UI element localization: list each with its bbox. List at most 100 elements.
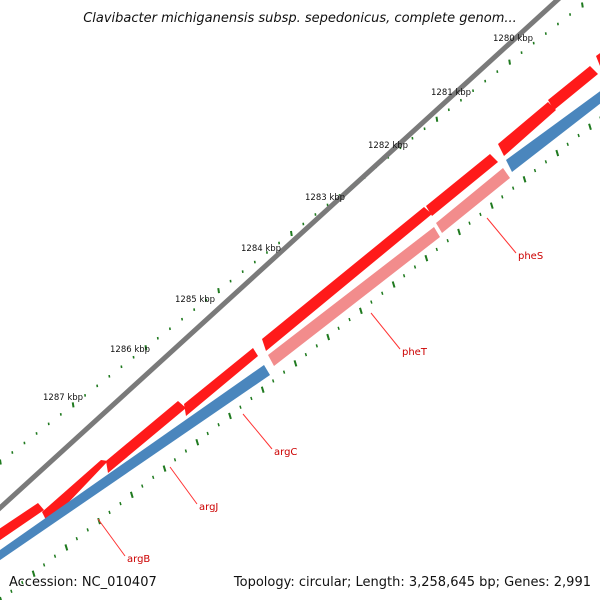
forward-cds [426,154,498,216]
kbp-label: 1284 kbp [241,244,281,254]
inner-tick [260,386,265,393]
gene-leader-lines [97,217,517,557]
inner-tick [129,491,134,499]
inner-tick [479,212,482,217]
inner-tick [206,431,209,436]
inner-tick [119,501,122,506]
gene-label-argC[interactable]: argC [274,447,297,458]
inner-tick [162,465,167,472]
kbp-label: 1286 kbp [110,345,150,355]
outer-tick [435,116,439,122]
inner-tick [239,405,242,409]
forward-strand-track [0,53,600,541]
inner-tick [501,195,504,199]
kbp-labels: 1280 kbp 1281 kbp 1282 kbp 1283 kbp 1284… [43,34,533,403]
kbp-label: 1281 kbp [431,88,471,98]
inner-tick [348,317,351,322]
inner-tick [446,238,449,243]
forward-cds [42,460,108,524]
inner-tick [457,228,461,236]
inner-tick [152,475,155,480]
gene-label-argB[interactable]: argB [127,554,150,565]
kbp-label: 1283 kbp [305,193,345,203]
gene-label-pheT[interactable]: pheT [402,347,428,358]
inner-tick [533,168,537,173]
outer-tick [144,345,148,351]
inner-tick [10,589,13,593]
argJ-leader [169,466,198,505]
forward-cds [0,503,44,541]
reverse-strand-track [0,91,600,561]
kbp-label: 1280 kbp [493,34,533,44]
inner-tick [555,149,560,157]
inner-tick-ring [0,116,600,600]
outer-tick [0,459,2,465]
inner-tick [282,370,286,374]
inner-tick [86,528,89,532]
forward-cds [262,207,432,351]
outer-tick [217,287,220,294]
inner-tick [228,412,232,420]
inner-tick [512,186,515,190]
inner-tick [250,396,253,401]
inner-tick [522,176,527,183]
inner-tick [195,438,200,446]
inner-tick [413,265,417,269]
forward-cds [184,348,258,416]
inner-tick [31,570,36,577]
pheS-leader [486,217,517,254]
inner-tick [304,352,308,357]
inner-tick [468,221,471,225]
inner-tick [272,379,275,383]
forward-cds [498,102,556,156]
argB-leader [97,518,126,557]
inner-tick [326,333,331,341]
inner-tick [489,202,494,209]
accession-text: Accession: NC_010407 [9,575,157,590]
forward-cds [548,66,598,110]
gene-labels: pheS pheT argC argJ argB [127,251,543,565]
inner-tick [435,247,438,252]
inner-tick [64,544,69,551]
inner-tick [381,291,384,295]
inner-tick [42,563,46,567]
inner-tick [0,596,2,600]
gene-label-argJ[interactable]: argJ [199,502,218,513]
reverse-cds [506,91,600,172]
topology-summary: Topology: circular; Length: 3,258,645 bp… [233,575,591,590]
kbp-label: 1285 kbp [175,295,215,305]
gene-label-pheS[interactable]: pheS [518,251,543,262]
inner-tick [173,458,177,462]
pheT-feature [268,227,440,366]
outer-tick [508,59,511,65]
forward-cds [106,401,186,473]
inner-tick [370,300,373,304]
outer-tick-ring [0,2,584,465]
inner-tick [293,360,298,367]
kbp-label: 1282 kbp [368,141,408,151]
inner-tick [108,510,111,515]
inner-tick [53,554,57,558]
outer-tick [581,2,584,8]
rna-track [268,168,510,366]
forward-cds [596,53,600,66]
argC-leader [242,413,273,450]
pheS-feature [436,168,510,233]
outer-tick [290,230,293,237]
inner-tick [402,274,406,278]
inner-tick [566,142,569,147]
map-title: Clavibacter michiganensis subsp. sepedon… [83,11,517,26]
inner-tick [337,326,340,331]
inner-tick [424,254,429,262]
inner-tick [75,536,78,541]
inner-tick [315,344,318,348]
outer-tick [71,402,75,408]
reverse-cds [0,365,270,561]
inner-tick [141,484,144,488]
inner-tick [391,281,396,288]
genome-backbone [0,0,562,512]
inner-tick [21,580,24,585]
kbp-label: 1287 kbp [43,393,83,403]
inner-tick [359,307,363,315]
